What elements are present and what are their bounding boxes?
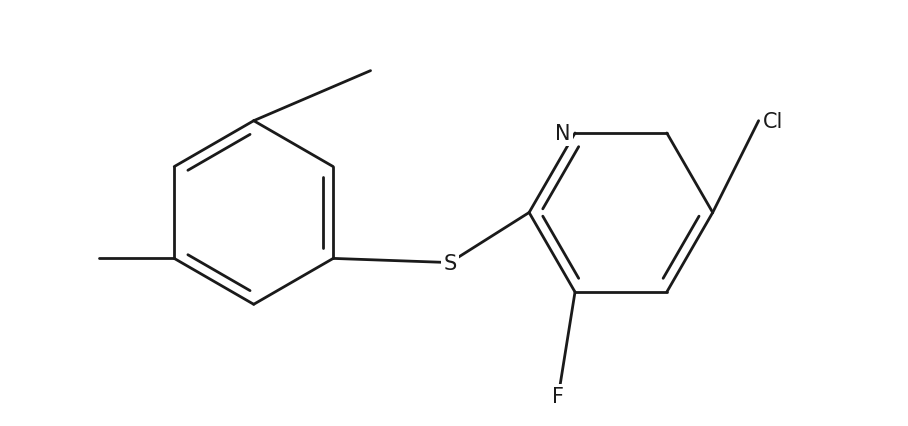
Text: Cl: Cl — [763, 112, 784, 131]
Text: N: N — [556, 124, 571, 144]
Text: S: S — [443, 253, 457, 273]
Text: F: F — [552, 386, 564, 406]
